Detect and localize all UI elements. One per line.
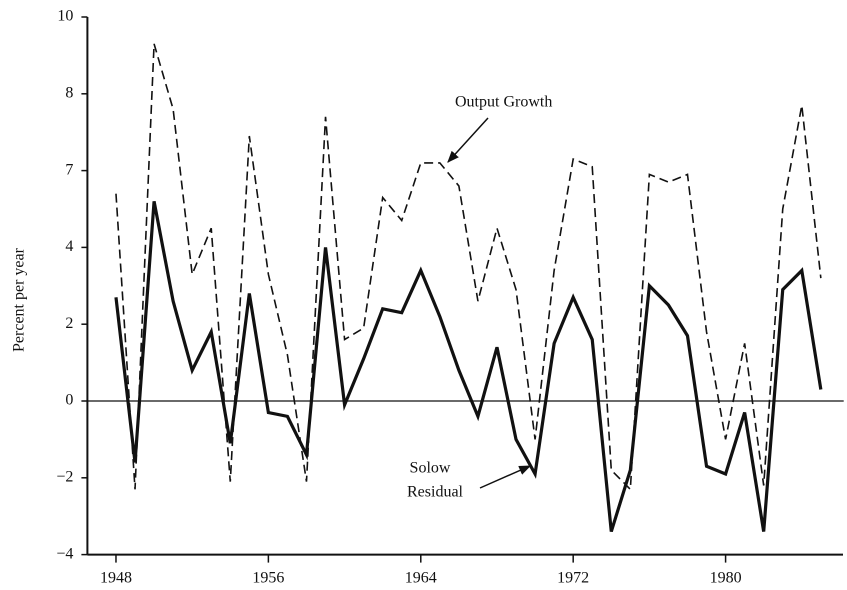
x-tick-label: 1980 [710,569,742,586]
annotation-arrow [479,465,532,489]
y-tick-label: 2 [65,315,73,332]
x-tick-label: 1972 [557,569,589,586]
annotation: Residual [407,484,464,501]
y-tick-label: 0 [65,392,73,409]
y-axis-label: Percent per year [11,247,28,352]
y-tick-label: −4 [56,545,73,562]
x-tick-label: 1948 [100,569,132,586]
series-line [115,43,822,492]
annotation: Solow [410,460,451,477]
y-tick-label: 4 [65,238,73,255]
y-tick-label: 10 [57,8,73,25]
y-tick-label: −2 [56,468,73,485]
annotation: Output Growth [455,94,552,111]
x-tick-label: 1956 [252,569,284,586]
y-tick-label: 8 [65,84,73,101]
series-line [114,201,823,533]
x-tick-label: 1964 [405,569,437,586]
annotation-arrow [447,117,489,163]
y-tick-label: 7 [65,161,73,178]
